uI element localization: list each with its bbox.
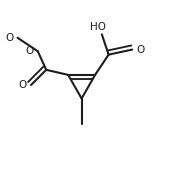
Text: O: O [19, 80, 27, 90]
Text: O: O [25, 46, 33, 56]
Text: HO: HO [90, 22, 106, 32]
Text: O: O [137, 45, 145, 55]
Text: O: O [5, 33, 13, 43]
